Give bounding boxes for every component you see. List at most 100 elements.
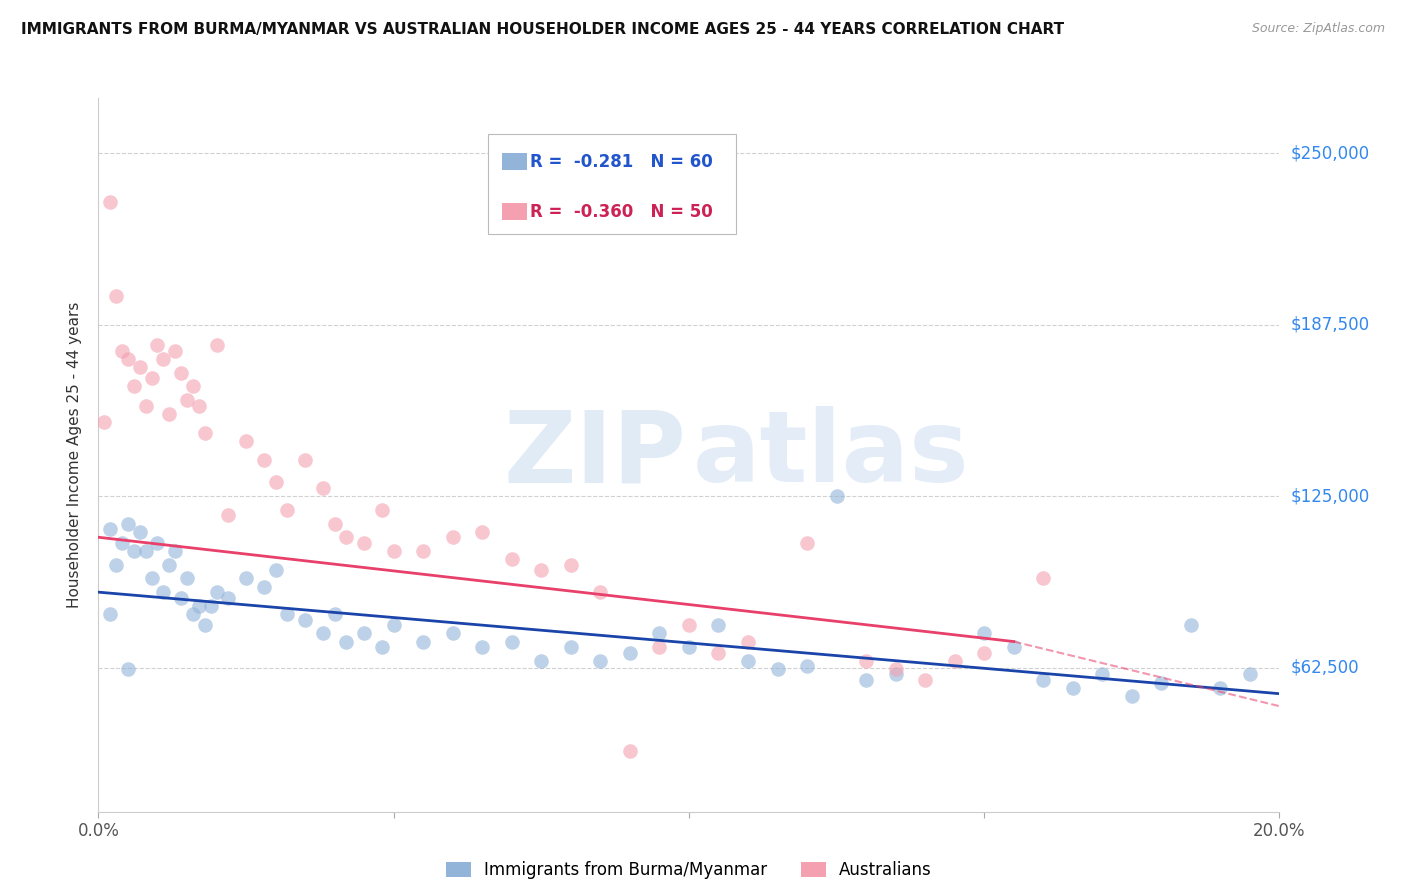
Point (176, 571, 198, 585)
Point (111, 343, 134, 358)
Point (141, 571, 163, 585)
Point (194, 618, 217, 632)
Text: $62,500: $62,500 (1291, 658, 1360, 677)
Text: R =  -0.360   N = 50: R = -0.360 N = 50 (530, 202, 713, 220)
Bar (502, 202, 527, 219)
Point (884, 662, 907, 676)
Point (264, 475, 287, 490)
Point (276, 503, 298, 517)
Point (530, 563, 553, 577)
Point (294, 613, 316, 627)
Point (371, 640, 394, 654)
Point (165, 343, 187, 358)
Point (93, 415, 115, 429)
Point (146, 535, 169, 549)
Point (884, 667, 907, 681)
Point (170, 591, 193, 605)
Point (276, 607, 298, 621)
Point (117, 516, 139, 531)
Point (264, 563, 287, 577)
Point (253, 453, 276, 467)
Point (501, 552, 523, 566)
Point (855, 654, 877, 668)
Point (825, 489, 848, 503)
Point (181, 607, 204, 621)
Point (560, 640, 582, 654)
Point (441, 530, 464, 544)
Point (530, 654, 553, 668)
Point (105, 558, 128, 572)
Point (98, 195, 121, 210)
Text: ZIP: ZIP (503, 407, 686, 503)
Point (323, 516, 346, 531)
Point (943, 654, 966, 668)
Point (117, 351, 139, 366)
Text: R =  -0.281   N = 60: R = -0.281 N = 60 (530, 153, 713, 170)
Text: $187,500: $187,500 (1291, 316, 1369, 334)
Point (122, 379, 145, 393)
Point (973, 646, 995, 660)
Point (181, 379, 204, 393)
Point (914, 673, 936, 687)
Point (176, 392, 198, 407)
Point (157, 558, 180, 572)
Point (766, 662, 789, 676)
Point (382, 544, 405, 558)
Point (141, 371, 163, 385)
Point (1239, 667, 1261, 681)
Point (371, 503, 394, 517)
Point (678, 640, 700, 654)
Point (501, 634, 523, 648)
Point (382, 618, 405, 632)
Text: atlas: atlas (692, 407, 969, 503)
Point (205, 338, 228, 352)
Point (412, 634, 434, 648)
Point (1150, 675, 1173, 690)
Point (1002, 640, 1025, 654)
Legend: Immigrants from Burma/Myanmar, Australians: Immigrants from Burma/Myanmar, Australia… (439, 855, 939, 886)
Point (105, 289, 128, 303)
Point (441, 626, 464, 640)
Point (335, 530, 357, 544)
Point (335, 634, 357, 648)
Point (560, 558, 582, 572)
Y-axis label: Householder Income Ages 25 - 44 years: Householder Income Ages 25 - 44 years (67, 301, 83, 608)
Point (353, 535, 375, 549)
Point (146, 338, 169, 352)
Point (353, 626, 375, 640)
Point (253, 580, 276, 594)
Point (1091, 667, 1114, 681)
Point (1032, 571, 1054, 585)
Point (135, 544, 157, 558)
Point (619, 646, 641, 660)
Point (1209, 681, 1232, 696)
Point (589, 585, 612, 599)
Text: Source: ZipAtlas.com: Source: ZipAtlas.com (1251, 22, 1385, 36)
Point (194, 425, 217, 440)
Point (235, 434, 257, 449)
Point (170, 366, 193, 380)
Point (412, 544, 434, 558)
Point (165, 544, 187, 558)
Point (294, 453, 316, 467)
Point (205, 585, 228, 599)
Point (973, 626, 995, 640)
Point (98, 522, 121, 536)
Point (217, 508, 239, 523)
Point (707, 646, 730, 660)
Point (737, 634, 759, 648)
Point (648, 626, 671, 640)
Point (128, 524, 150, 539)
Point (157, 407, 180, 421)
Point (152, 585, 174, 599)
Point (707, 618, 730, 632)
Point (1062, 681, 1084, 696)
Point (217, 591, 239, 605)
Point (98, 607, 121, 621)
Point (128, 360, 150, 375)
Point (796, 659, 818, 673)
Point (323, 607, 346, 621)
Point (471, 640, 494, 654)
Point (312, 481, 335, 495)
Text: $125,000: $125,000 (1291, 487, 1369, 505)
